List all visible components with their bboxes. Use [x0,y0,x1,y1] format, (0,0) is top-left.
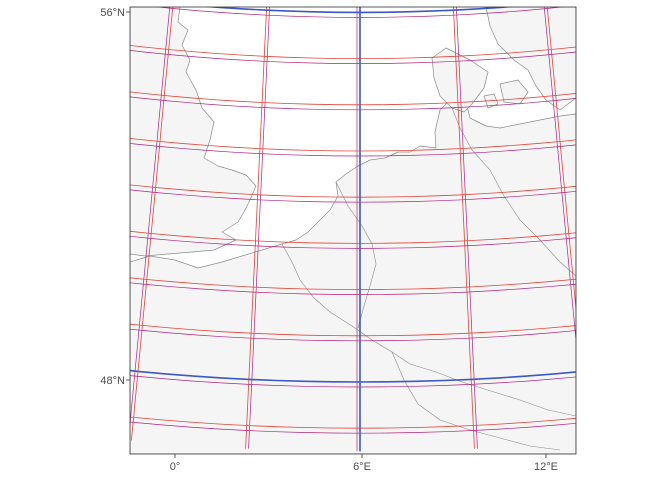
land-continent [130,97,576,454]
land-scandinavia [485,7,576,111]
land-masses [130,7,576,454]
panel-border [129,6,577,455]
major-graticule [130,7,576,452]
major-parallel [204,7,516,14]
x-tick-label-12E: 12°E [534,461,558,473]
minor-meridian-alt [633,0,672,427]
major-parallel [130,369,576,383]
axis-ticks [126,11,547,458]
x-tick-label-0: 0° [170,461,181,473]
minor-meridian [18,0,90,427]
y-tick-label-48: 48°N [100,375,125,387]
y-tick-label-56: 56°N [100,7,125,19]
minor-meridian [630,0,672,427]
country-borders [281,107,576,451]
minor-meridian [0,0,1,408]
minor-meridian-alt [21,0,93,427]
x-tick-label-6E: 6°E [353,461,371,473]
land-great-britain [130,7,257,257]
